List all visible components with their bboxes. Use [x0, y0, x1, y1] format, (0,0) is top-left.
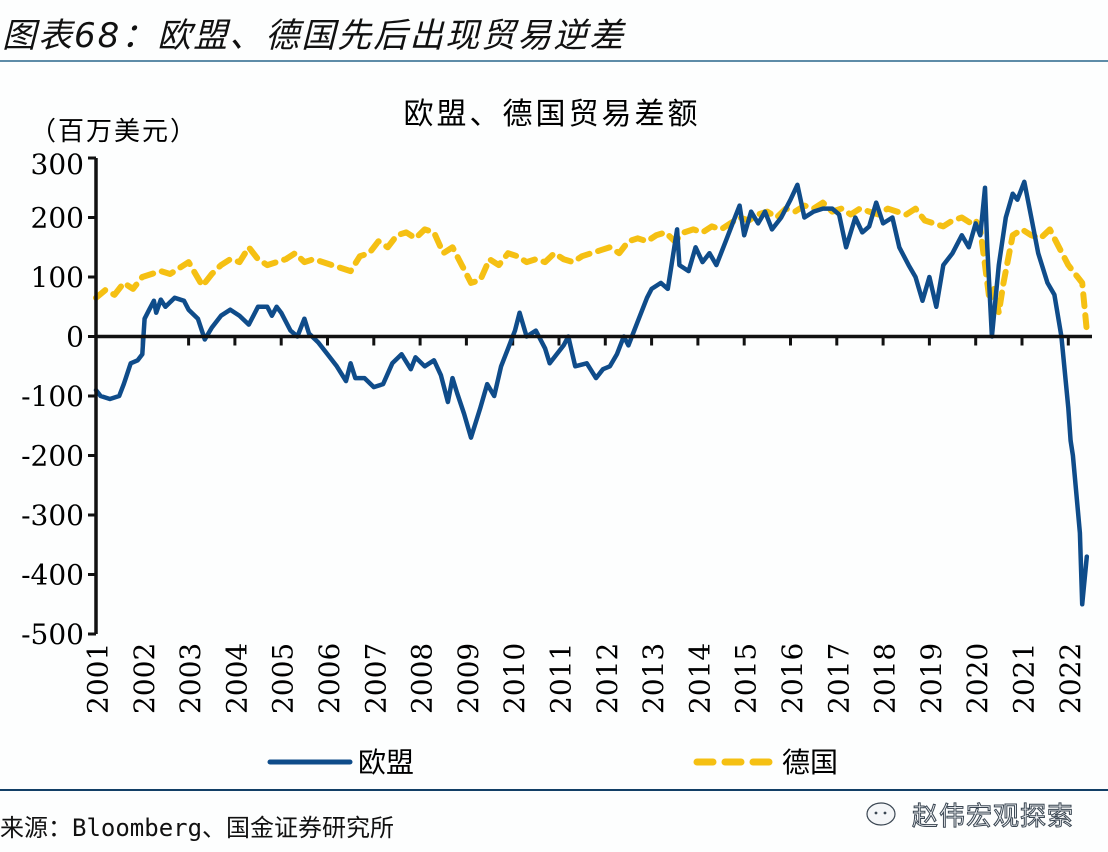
x-tick-label: 2022 — [1054, 643, 1087, 714]
x-tick-label: 2002 — [128, 643, 161, 714]
y-tick-label: 100 — [31, 261, 84, 294]
trade-balance-chart: 欧盟、德国贸易差额 （百万美元） 300 200 100 0 -100 -200 -300 -… — [21, 97, 1092, 779]
y-tick-label: -200 — [21, 440, 84, 473]
x-tick-label: 2017 — [822, 643, 855, 714]
watermark-text: 赵伟宏观探索 — [911, 802, 1075, 833]
y-tick-label: -100 — [21, 380, 84, 413]
legend-label-germany: 德国 — [782, 746, 838, 779]
x-tick-label: 2018 — [869, 643, 902, 714]
series-line-eu — [93, 179, 1090, 607]
footer-divider — [0, 789, 1108, 791]
x-tick-label: 2004 — [220, 643, 253, 714]
y-tick-label: -500 — [21, 618, 84, 651]
y-tick-label: 0 — [66, 321, 84, 354]
x-tick-label: 2001 — [82, 643, 115, 714]
figure-title: 图表68：欧盟、德国先后出现贸易逆差 — [2, 16, 626, 56]
chart-title: 欧盟、德国贸易差额 — [404, 97, 701, 132]
x-tick-label: 2009 — [452, 643, 485, 714]
x-tick-label: 2011 — [545, 643, 578, 714]
header-divider — [0, 60, 1108, 62]
source-note: 来源：Bloomberg、国金证券研究所 — [0, 814, 395, 842]
x-tick-label: 2008 — [406, 643, 439, 714]
y-tick-label: 200 — [31, 202, 84, 235]
x-tick-label: 2012 — [591, 643, 624, 714]
series-line-germany — [93, 199, 1090, 334]
x-tick-label: 2015 — [730, 643, 763, 714]
x-tick-label: 2010 — [498, 643, 531, 714]
x-tick-label: 2019 — [915, 643, 948, 714]
x-tick-label: 2003 — [174, 643, 207, 714]
x-tick-label: 2005 — [267, 643, 300, 714]
x-tick-label: 2020 — [961, 643, 994, 714]
y-axis-label: （百万美元） — [30, 117, 198, 147]
legend-label-eu: 欧盟 — [358, 746, 414, 779]
y-tick-label: -400 — [21, 559, 84, 592]
x-tick-label: 2006 — [313, 643, 346, 714]
x-tick-label: 2013 — [637, 643, 670, 714]
x-tick-label: 2021 — [1008, 643, 1041, 714]
x-tick-label: 2014 — [683, 643, 716, 714]
x-tick-label: 2007 — [359, 643, 392, 714]
wechat-icon — [866, 801, 896, 826]
y-tick-label: 300 — [31, 148, 84, 181]
y-tick-label: -300 — [21, 499, 84, 532]
x-tick-label: 2016 — [776, 643, 809, 714]
watermark: 赵伟宏观探索 — [858, 796, 1081, 833]
